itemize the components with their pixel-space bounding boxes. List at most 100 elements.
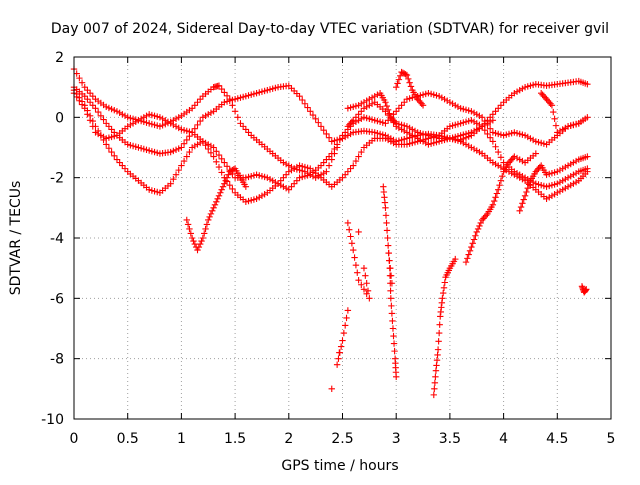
data-point-fill	[462, 134, 470, 141]
data-point-fill	[86, 99, 94, 106]
data-point	[199, 138, 207, 145]
data-point	[371, 129, 378, 136]
data-point	[564, 162, 572, 169]
data-point-fill	[290, 180, 298, 187]
data-point	[554, 129, 561, 136]
data-point-fill	[407, 83, 415, 90]
data-point-fill	[108, 105, 115, 113]
data-point-fill	[430, 139, 437, 147]
x-tick-label: 4	[499, 431, 508, 447]
data-point-fill	[440, 284, 448, 291]
data-point-fill	[402, 71, 409, 78]
data-point-fill	[465, 142, 472, 150]
data-point	[414, 135, 421, 142]
data-point	[388, 280, 396, 287]
data-point-fill	[202, 225, 209, 233]
data-point-fill	[221, 89, 228, 96]
data-point-fill	[476, 112, 483, 120]
data-point-fill	[337, 343, 345, 350]
data-point-fill	[482, 212, 490, 219]
data-point-fill	[363, 280, 370, 287]
data-point-fill	[454, 103, 462, 110]
data-point-fill	[570, 121, 577, 129]
data-point-fill	[524, 83, 531, 90]
data-point-fill	[401, 70, 408, 77]
data-point-fill	[551, 115, 558, 123]
data-point	[366, 295, 373, 302]
data-point-fill	[508, 156, 515, 163]
data-point-fill	[269, 85, 276, 92]
data-point	[446, 123, 454, 130]
data-point	[328, 385, 335, 393]
data-point-fill	[462, 141, 470, 148]
data-point-fill	[529, 81, 537, 89]
data-point-fill	[226, 97, 233, 104]
data-point	[403, 71, 411, 79]
data-point-fill	[387, 264, 394, 272]
data-point-fill	[299, 173, 306, 181]
data-point	[532, 150, 540, 157]
series-track-f	[344, 99, 591, 202]
data-point-fill	[399, 69, 407, 77]
data-point	[478, 123, 486, 130]
data-point-fill	[415, 97, 423, 104]
data-point	[366, 96, 373, 103]
data-point-fill	[551, 191, 558, 198]
data-point	[339, 337, 346, 344]
data-point-fill	[390, 139, 397, 147]
data-point	[543, 183, 550, 190]
data-point-fill	[540, 140, 548, 147]
data-point-fill	[352, 114, 360, 121]
data-point-fill	[409, 132, 416, 139]
data-point-fill	[387, 272, 395, 279]
data-point-fill	[347, 120, 354, 127]
data-point-fill	[505, 130, 513, 138]
data-point-fill	[159, 122, 166, 129]
data-point-fill	[127, 114, 134, 122]
data-point-fill	[477, 219, 484, 227]
data-point-fill	[207, 149, 215, 156]
data-point	[307, 108, 314, 115]
data-point-fill	[406, 130, 413, 138]
data-point-fill	[231, 108, 239, 115]
data-point-fill	[164, 118, 172, 126]
data-point-fill	[387, 287, 394, 294]
y-tick-label: -8	[50, 352, 64, 368]
data-point-fill	[198, 237, 205, 245]
data-point	[296, 162, 303, 169]
data-point-fill	[218, 85, 225, 93]
data-point-fill	[542, 94, 549, 101]
data-point-fill	[547, 100, 554, 107]
data-point	[564, 183, 572, 190]
data-point-fill	[148, 148, 156, 155]
data-point-fill	[299, 96, 306, 104]
data-point-fill	[550, 108, 557, 116]
data-point-fill	[256, 172, 263, 179]
data-point-fill	[140, 114, 148, 121]
data-point-fill	[383, 102, 391, 110]
data-point-fill	[559, 177, 566, 184]
data-point	[393, 123, 400, 130]
data-point-fill	[219, 183, 227, 190]
data-point	[452, 255, 459, 263]
data-point-fill	[203, 221, 211, 228]
data-point-fill	[143, 112, 150, 120]
data-point-fill	[406, 124, 413, 132]
data-point	[81, 93, 88, 100]
data-point	[489, 129, 497, 136]
data-point-fill	[411, 133, 419, 141]
data-point-fill	[363, 114, 370, 122]
data-point-fill	[341, 322, 349, 329]
data-point-fill	[417, 92, 424, 99]
data-point	[124, 123, 131, 130]
data-point-fill	[137, 145, 145, 152]
data-point	[355, 102, 362, 109]
data-point-fill	[180, 126, 188, 134]
x-tick-label: 3	[392, 431, 401, 447]
data-point	[242, 198, 250, 205]
data-point-fill	[387, 115, 395, 123]
data-point-fill	[148, 120, 156, 128]
data-point	[435, 93, 443, 100]
data-point-fill	[196, 117, 204, 125]
data-marks	[70, 65, 591, 399]
